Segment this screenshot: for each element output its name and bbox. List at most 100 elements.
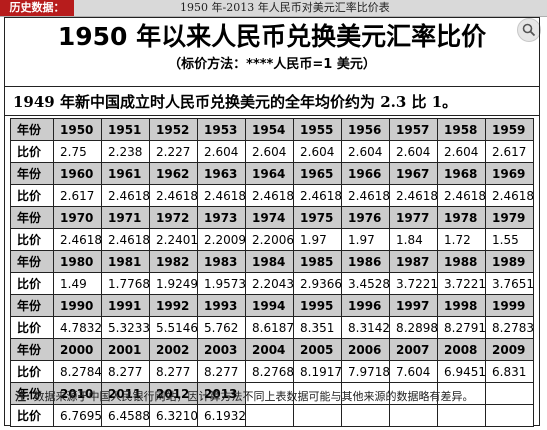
rate-cell: 5.5146 — [149, 316, 198, 339]
year-row: 年份 1960 1961 1962 1963 1964 1965 1966 1967 1968 19… — [10, 162, 534, 185]
rate-cell: 3.7651 — [485, 272, 534, 295]
year-cell: 1986 — [341, 250, 390, 273]
rate-cell: 1.84 — [389, 228, 438, 251]
rate-cell: 3.7221 — [437, 272, 486, 295]
rate-cell: 7.9718 — [341, 360, 390, 383]
document-frame: 1950 年以来人民币兑换美元汇率比价 （标价方法：****人民币=1 美元） … — [4, 17, 540, 427]
rate-cell: 6.9451 — [437, 360, 486, 383]
year-label: 年份 — [10, 338, 54, 361]
rate-cell: 2.9366 — [293, 272, 342, 295]
pricing-method-subtitle: （标价方法：****人民币=1 美元） — [168, 57, 376, 72]
year-cell: 2004 — [245, 338, 294, 361]
rate-row: 比价 2.4618 2.4618 2.2401 2.2009 2.2006 1.97 1.97… — [10, 228, 534, 251]
year-label: 年份 — [10, 382, 54, 405]
year-cell: 2001 — [101, 338, 150, 361]
rate-cell: 1.49 — [53, 272, 102, 295]
rate-cell: 2.2043 — [245, 272, 294, 295]
year-cell: 1952 — [149, 118, 198, 141]
rate-cell: 6.4588 — [101, 404, 150, 427]
year-cell: 1983 — [197, 250, 246, 273]
year-cell: 1955 — [293, 118, 342, 141]
rate-cell: 2.2006 — [245, 228, 294, 251]
year-cell: 1996 — [341, 294, 390, 317]
rate-cell: 2.604 — [245, 140, 294, 163]
header-title: 1950 年-2013 年人民币对美元汇率比价表 — [180, 1, 390, 14]
year-cell: 1991 — [101, 294, 150, 317]
rate-cell: 2.2401 — [149, 228, 198, 251]
rate-cell: 2.604 — [293, 140, 342, 163]
rate-row: 比价 6.7695 6.4588 6.3210 6.1932 — [10, 404, 534, 427]
rate-row: 比价 8.2784 8.277 8.277 8.277 8.2768 8.1917 7.971… — [10, 360, 534, 383]
rate-cell: 5.762 — [197, 316, 246, 339]
year-label: 年份 — [10, 206, 54, 229]
rate-cell: 1.72 — [437, 228, 486, 251]
rate-cell: 2.4618 — [53, 228, 102, 251]
year-cell: 2006 — [341, 338, 390, 361]
year-cell: 1961 — [101, 162, 150, 185]
year-cell: 1989 — [485, 250, 534, 273]
year-cell: 1992 — [149, 294, 198, 317]
year-cell: 1954 — [245, 118, 294, 141]
rate-cell: 2.238 — [101, 140, 150, 163]
rate-cell — [485, 404, 534, 427]
year-row: 年份 1950 1951 1952 1953 1954 1955 1956 1957 1958 19… — [10, 118, 534, 141]
rate-cell: 8.277 — [197, 360, 246, 383]
year-row: 年份 2010 2011 2012 2013 — [10, 382, 534, 405]
year-cell: 1962 — [149, 162, 198, 185]
year-cell: 2008 — [437, 338, 486, 361]
year-row: 年份 1990 1991 1992 1993 1994 1995 1996 1997 1998 19… — [10, 294, 534, 317]
year-cell: 1981 — [101, 250, 150, 273]
year-cell: 2007 — [389, 338, 438, 361]
year-label: 年份 — [10, 118, 54, 141]
zoom-button[interactable] — [517, 18, 541, 42]
divider — [5, 86, 539, 87]
rate-row: 比价 1.49 1.7768 1.9249 1.9573 2.2043 2.9366 3.45… — [10, 272, 534, 295]
document-title: 1950 年以来人民币兑换美元汇率比价 — [57, 22, 487, 51]
year-cell: 1971 — [101, 206, 150, 229]
rate-cell: 2.4618 — [149, 184, 198, 207]
year-cell: 1968 — [437, 162, 486, 185]
rate-cell: 8.1917 — [293, 360, 342, 383]
year-cell: 2002 — [149, 338, 198, 361]
year-cell: 1999 — [485, 294, 534, 317]
year-cell: 1964 — [245, 162, 294, 185]
year-cell: 1973 — [197, 206, 246, 229]
year-cell: 1993 — [197, 294, 246, 317]
rate-cell: 5.3233 — [101, 316, 150, 339]
exchange-rate-table: 年份 1950 1951 1952 1953 1954 1955 1956 1957 1958 19… — [10, 118, 534, 427]
year-row: 年份 1980 1981 1982 1983 1984 1985 1986 1987 1988 19… — [10, 250, 534, 273]
rate-cell: 2.617 — [53, 184, 102, 207]
rate-cell: 2.604 — [437, 140, 486, 163]
rate-cell: 8.2898 — [389, 316, 438, 339]
divider — [5, 115, 539, 116]
year-cell: 1951 — [101, 118, 150, 141]
rate-cell: 8.2783 — [485, 316, 534, 339]
rate-cell: 2.4618 — [485, 184, 534, 207]
rate-cell: 8.351 — [293, 316, 342, 339]
year-cell — [293, 382, 342, 405]
rate-cell: 2.4618 — [197, 184, 246, 207]
rate-cell: 2.604 — [341, 140, 390, 163]
magnifier-icon — [522, 23, 536, 37]
rate-cell: 7.604 — [389, 360, 438, 383]
year-label: 年份 — [10, 294, 54, 317]
rate-cell: 2.617 — [485, 140, 534, 163]
rate-cell — [245, 404, 294, 427]
rate-cell: 2.4618 — [293, 184, 342, 207]
rate-cell: 6.1932 — [197, 404, 246, 427]
year-cell: 1979 — [485, 206, 534, 229]
rate-cell: 2.4618 — [437, 184, 486, 207]
rate-cell: 8.2768 — [245, 360, 294, 383]
rate-label: 比价 — [10, 360, 54, 383]
year-cell: 1990 — [53, 294, 102, 317]
year-cell: 1987 — [389, 250, 438, 273]
footnote: 注: 数据来源于中国人民银行网站，因计算方法不同上表数据可能与其他来源的数据略有… — [15, 388, 530, 405]
rate-cell: 6.831 — [485, 360, 534, 383]
year-cell: 1956 — [341, 118, 390, 141]
rate-cell: 2.4618 — [389, 184, 438, 207]
year-cell: 1958 — [437, 118, 486, 141]
year-cell: 2013 — [197, 382, 246, 405]
year-cell: 2010 — [53, 382, 102, 405]
rate-label: 比价 — [10, 184, 54, 207]
rate-cell: 8.277 — [101, 360, 150, 383]
